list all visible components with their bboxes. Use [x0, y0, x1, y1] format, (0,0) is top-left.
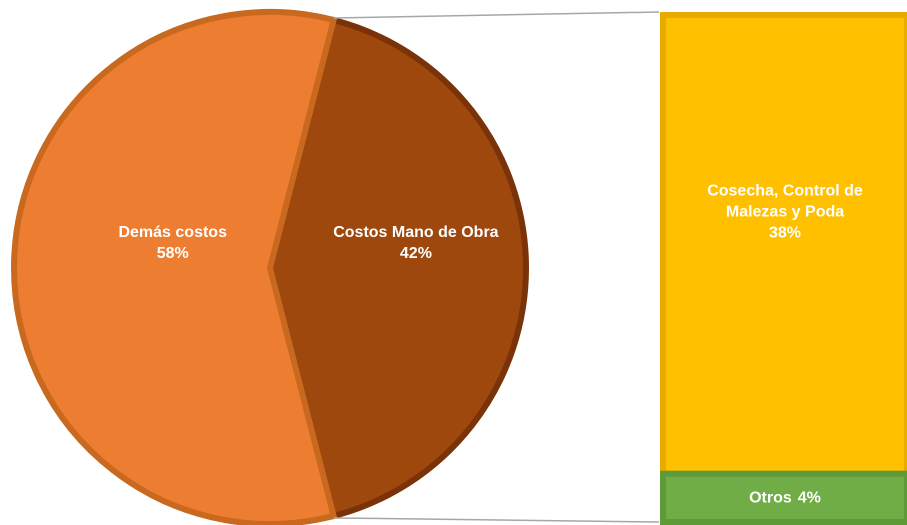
- pie-slice: [266, 16, 529, 520]
- bar-label: Cosecha, Control de Malezas y Poda 38%: [695, 181, 875, 244]
- bar-label: Otros 4%: [746, 487, 824, 508]
- pie-label-line: Demás costos: [118, 224, 227, 241]
- pie-label-line: 58%: [156, 245, 189, 262]
- connector-line: [333, 11, 660, 19]
- bar-label-line: Otros: [749, 489, 792, 507]
- pie-slice: [11, 9, 338, 525]
- bar-label-line: 4%: [797, 489, 821, 507]
- bar-segment: [660, 12, 907, 477]
- bar-label-line: Cosecha, Control de Malezas y Poda: [707, 182, 863, 221]
- pie-label-line: Costos Mano de Obra: [333, 224, 499, 241]
- bar-segment: [660, 470, 907, 525]
- pie-label-line: 42%: [399, 245, 432, 262]
- bar-label-line: 38%: [768, 224, 802, 242]
- connector-line: [333, 517, 660, 523]
- pie-label: Costos Mano de Obra 42%: [323, 222, 508, 264]
- pie-label: Demás costos 58%: [93, 222, 253, 264]
